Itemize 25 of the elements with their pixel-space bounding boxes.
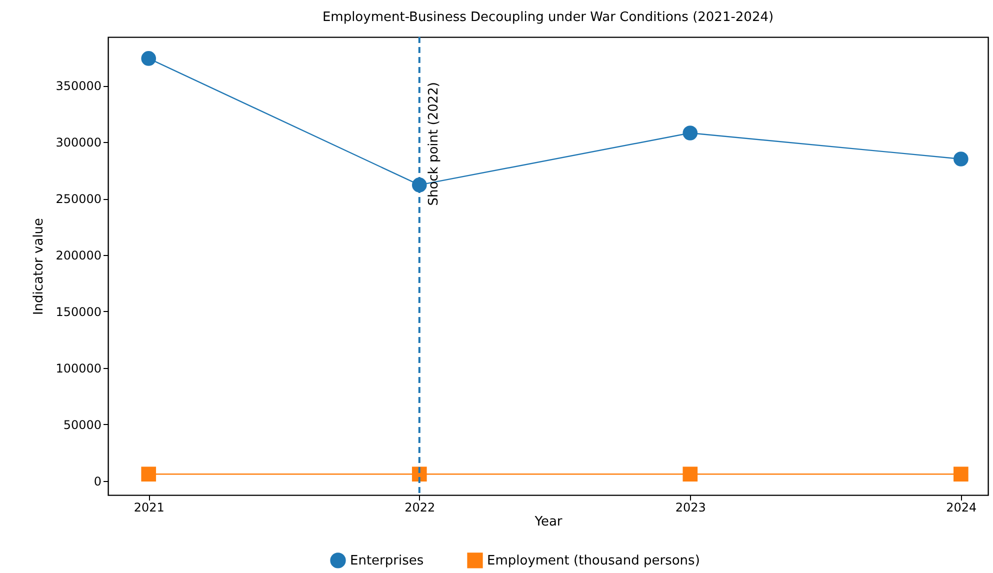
x-axis-title: Year	[534, 514, 563, 530]
x-tick-label: 2021	[134, 500, 164, 514]
x-tick-label: 2024	[946, 500, 977, 514]
point	[682, 126, 698, 140]
y-tick-label: 0	[94, 474, 102, 488]
y-tick-label: 300000	[56, 136, 102, 150]
point	[954, 152, 968, 166]
point	[141, 51, 156, 66]
y-tick-label: 100000	[56, 361, 102, 376]
legend-label: Enterprises	[350, 553, 424, 568]
x-tick-label: 2022	[404, 500, 436, 514]
y-tick-label: 250000	[56, 192, 102, 206]
point	[954, 466, 968, 482]
legend-label: Employment (thousand persons)	[487, 553, 700, 568]
y-tick-label: 350000	[56, 79, 102, 94]
y-tick-label: 50000	[63, 418, 102, 432]
y-tick-label: 150000	[56, 304, 102, 319]
y-tick-label: 200000	[56, 248, 102, 262]
point	[682, 466, 698, 482]
chart-title: Employment-Business Decoupling under War Conditions (2021-2024)	[322, 10, 774, 25]
x-tick-label: 2023	[675, 500, 706, 514]
point	[412, 466, 427, 482]
y-axis-title: Indicator value	[32, 218, 47, 316]
point	[141, 466, 156, 482]
ref-line-label: Shock point (2022)	[426, 82, 442, 206]
